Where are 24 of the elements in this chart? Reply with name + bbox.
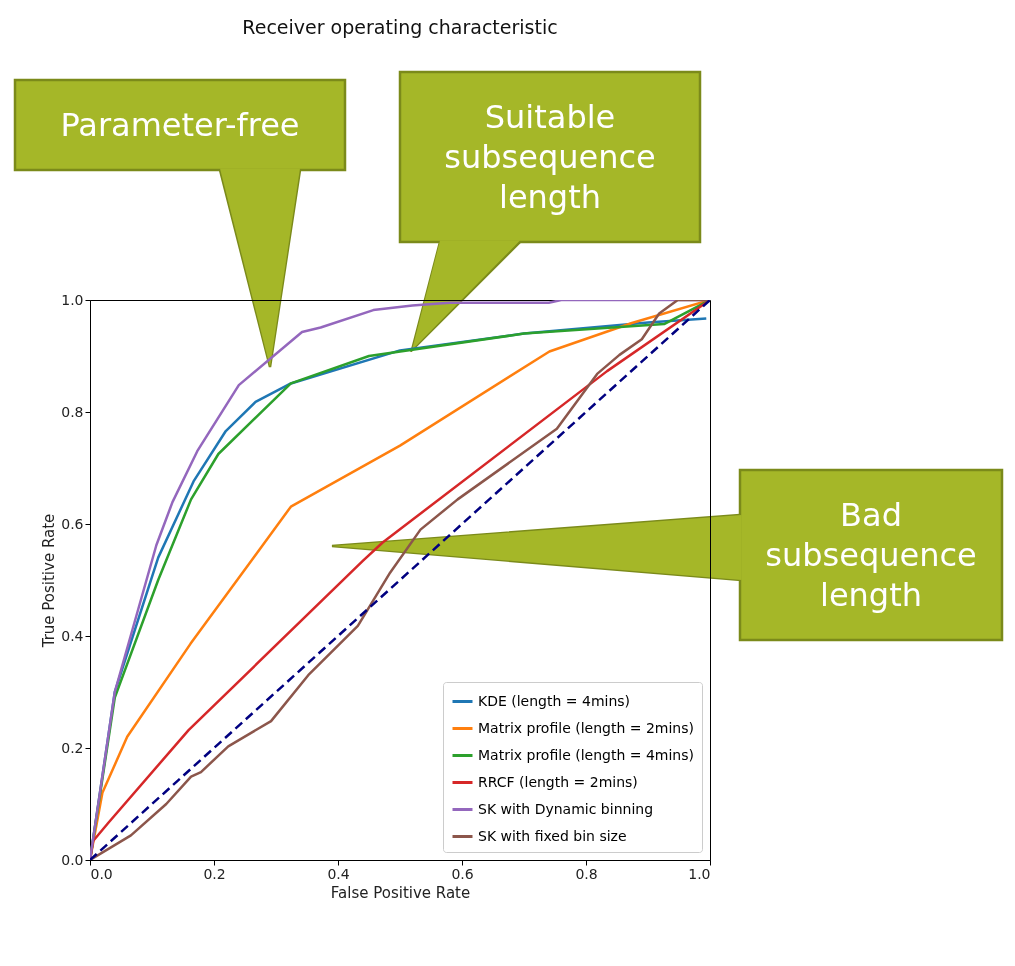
legend-label: Matrix profile (length = 4mins) [478, 746, 694, 763]
x-tick-label: 0.8 [575, 865, 598, 882]
legend-label: KDE (length = 4mins) [478, 692, 631, 709]
y-tick-label: 0.6 [61, 515, 84, 532]
x-tick-label: 1.0 [688, 865, 711, 882]
chart-title: Receiver operating characteristic [242, 16, 558, 38]
x-tick-label: 0.0 [90, 865, 113, 882]
x-tick-label: 0.6 [451, 865, 474, 882]
speech-callout: Bad subsequence length [330, 468, 1004, 642]
y-axis-title: True Positive Rate [40, 513, 59, 649]
x-tick-label: 0.4 [327, 865, 350, 882]
speech-callout: Suitable subsequence length [398, 70, 702, 352]
legend-label: RRCF (length = 2mins) [478, 773, 638, 790]
y-tick-label: 0.2 [61, 739, 84, 756]
legend-label: SK with Dynamic binning [478, 800, 654, 817]
y-tick-label: 1.0 [61, 291, 84, 308]
text: Bad subsequence length [765, 496, 977, 615]
x-axis-title: False Positive Rate [330, 883, 471, 902]
x-tick-label: 0.2 [203, 865, 226, 882]
y-tick-label: 0.8 [61, 403, 84, 420]
legend-label: SK with fixed bin size [478, 827, 627, 844]
y-tick-label: 0.4 [61, 627, 84, 644]
y-tick-label: 0.0 [61, 851, 84, 868]
legend-label: Matrix profile (length = 2mins) [478, 719, 694, 736]
